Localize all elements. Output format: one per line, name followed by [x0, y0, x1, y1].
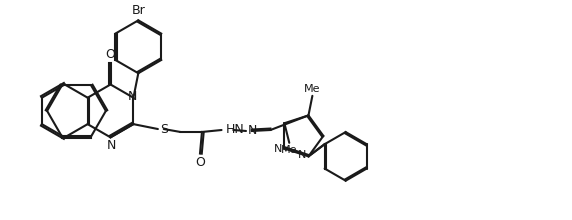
Text: N: N [107, 139, 116, 152]
Text: Br: Br [132, 4, 145, 17]
Text: Me: Me [281, 145, 297, 155]
Text: Me: Me [304, 84, 321, 94]
Text: N: N [298, 150, 307, 160]
Text: N: N [274, 143, 283, 154]
Text: O: O [195, 156, 205, 169]
Text: S: S [160, 123, 168, 136]
Text: N: N [248, 125, 257, 138]
Text: O: O [106, 48, 116, 61]
Text: N: N [128, 90, 137, 103]
Text: HN: HN [225, 123, 244, 136]
